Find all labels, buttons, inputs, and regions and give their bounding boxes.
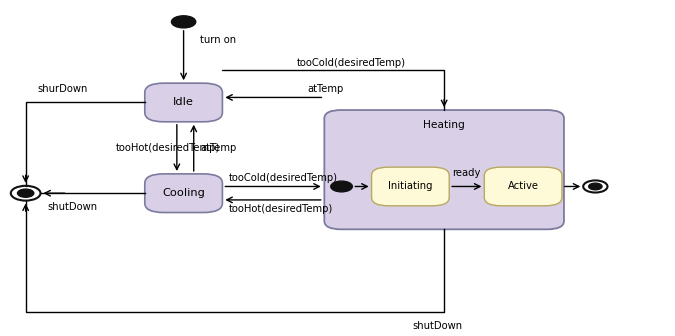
Circle shape [331,181,352,192]
FancyBboxPatch shape [325,110,564,229]
Circle shape [171,16,196,28]
Text: tooHot(desiredTemp): tooHot(desiredTemp) [116,143,220,153]
Circle shape [589,183,602,190]
Text: tooCold(desiredTemp): tooCold(desiredTemp) [230,173,338,183]
Text: shutDown: shutDown [47,202,97,212]
Text: turn on: turn on [200,35,237,45]
Text: ready: ready [452,168,481,178]
Text: atTemp: atTemp [307,84,344,94]
Text: Heating: Heating [423,120,465,130]
Text: Active: Active [508,181,539,192]
Circle shape [18,189,34,197]
Text: atTemp: atTemp [200,143,237,153]
Text: shurDown: shurDown [37,84,88,94]
Text: shutDown: shutDown [412,321,462,331]
Text: Idle: Idle [173,97,194,108]
Text: Cooling: Cooling [162,188,205,198]
Text: Initiating: Initiating [388,181,433,192]
FancyBboxPatch shape [145,83,223,122]
FancyBboxPatch shape [371,167,450,206]
Text: tooCold(desiredTemp): tooCold(desiredTemp) [297,58,406,68]
FancyBboxPatch shape [145,174,223,213]
Text: tooHot(desiredTemp): tooHot(desiredTemp) [230,204,333,214]
FancyBboxPatch shape [484,167,562,206]
